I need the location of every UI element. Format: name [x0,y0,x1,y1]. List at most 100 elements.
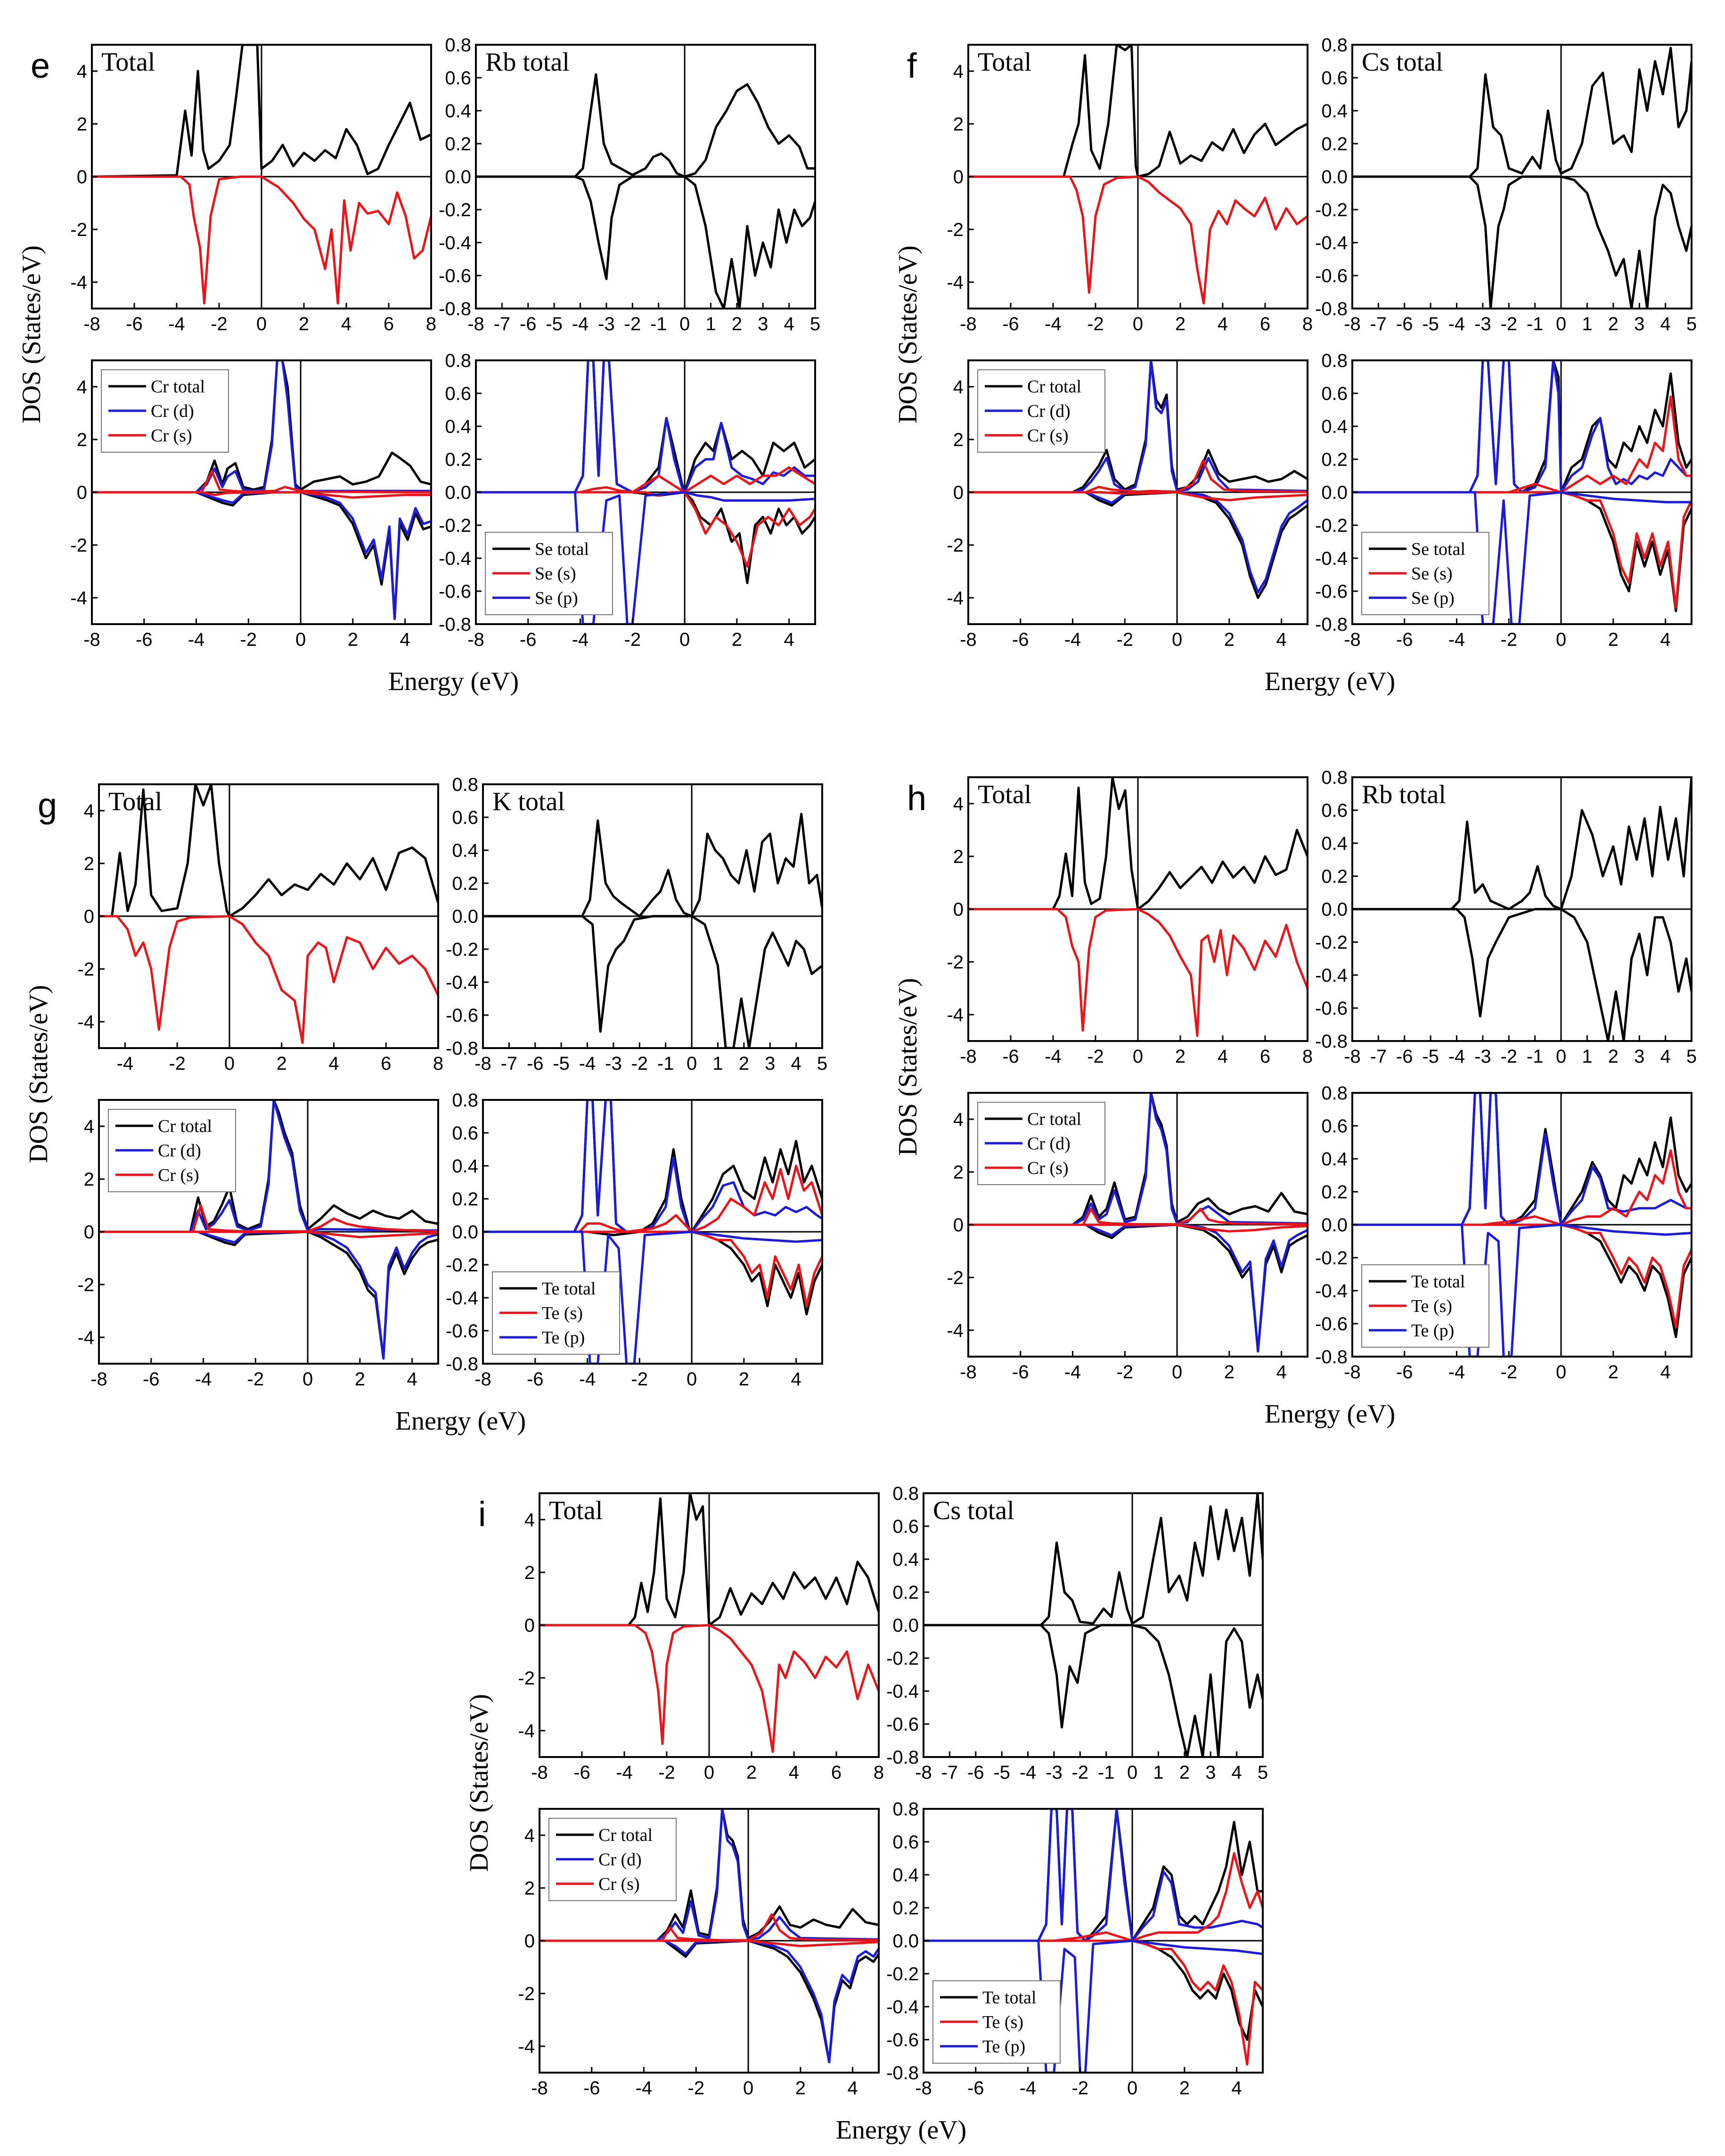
y-tick-label: 0.6 [445,68,471,89]
y-tick-label: -0.2 [439,200,471,220]
x-tick-label: 4 [791,1053,801,1074]
subplot-e-0: -4 -2 0 2 4 -8 -6 -4 -2 0 2 4 6 8 Total [70,44,436,334]
legend-entry: Se total [535,539,589,559]
series-line-cs-total-down [1352,175,1692,309]
y-tick-label: -4 [77,1012,94,1033]
x-tick-label: -5 [1422,1046,1439,1067]
x-tick-label: -8 [915,2078,932,2099]
y-tick-label: 0.0 [445,167,471,187]
y-tick-label: 0.2 [892,1898,919,1919]
subplot-i-0: -4 -2 0 2 4 -8 -6 -4 -2 0 2 4 6 8 Total [518,1492,884,1783]
x-tick-label: -2 [624,314,641,334]
series-line-cr-total-up [99,1100,438,1233]
series-line-se-s-up [1352,395,1692,494]
x-tick-label: -8 [467,314,484,334]
x-tick-label: -3 [1046,1762,1063,1783]
x-tick-label: 2 [1608,1046,1619,1067]
y-tick-label: 0.6 [1321,383,1348,404]
x-tick-label: -6 [583,2078,600,2099]
y-tick-label: 0.2 [1321,449,1348,470]
x-tick-label: 8 [433,1053,443,1074]
series-group [924,1493,1263,1757]
y-tick-label: -0.2 [886,1964,919,1985]
x-tick-label: 2 [299,314,309,334]
panel-label-h: h [907,779,926,818]
y-tick-label: 2 [953,1162,964,1183]
y-tick-label: -0.6 [439,266,471,286]
series-line-total-down [92,175,431,305]
legend-entry: Cr (s) [1027,1158,1069,1178]
x-tick-label: -2 [1087,1046,1104,1067]
series-group [968,777,1308,1037]
series-line-cr-s-down [92,491,431,499]
y-tick-label: -4 [70,272,87,293]
x-tick-label: 0 [1172,1362,1182,1383]
y-tick-label: -4 [77,1327,94,1348]
series-group [924,1809,1263,2073]
y-tick-label: 0.4 [892,1865,919,1886]
x-tick-label: -6 [1002,1046,1019,1067]
legend-entry: Cr (d) [598,1850,642,1870]
y-tick-label: 0.8 [1321,767,1348,788]
series-line-cr-d-up [99,1100,438,1233]
x-tick-label: -4 [1064,1362,1081,1383]
x-tick-label: 4 [328,1053,339,1074]
x-tick-label: 4 [1218,1046,1228,1067]
y-tick-label: 0.4 [452,1156,478,1177]
y-tick-label: -2 [518,1668,535,1689]
y-tick-label: -4 [518,1721,535,1741]
x-tick-label: -7 [1370,314,1387,334]
legend-entry: Cr (s) [158,1165,199,1185]
x-tick-label: -8 [90,1369,107,1390]
y-tick-label: -0.2 [886,1648,919,1669]
y-tick-label: 2 [524,1562,535,1583]
y-tick-label: 0.6 [892,1516,919,1537]
legend-entry: Se total [1411,539,1465,559]
x-tick-label: -8 [1344,629,1361,650]
y-tick-label: 0 [524,1615,535,1636]
y-axis-label: DOS (States/eV) [893,245,923,423]
y-tick-label: -0.2 [439,515,471,536]
series-line-cr-d-down [968,1223,1308,1353]
subplot-h-3: -0.8 -0.6 -0.4 -0.2 0.0 0.2 0.4 0.6 0.8 -8 -6 -4 -2 0… [1315,1083,1692,1383]
y-tick-label: 4 [77,61,87,82]
series-line-k-total-up [483,813,822,918]
y-tick-label: 0.4 [892,1549,919,1570]
y-tick-label: 0.4 [1321,416,1348,437]
x-tick-label: -6 [967,1762,984,1783]
subplot-title: Total [108,787,162,816]
x-tick-label: -2 [1501,1046,1518,1067]
y-tick-label: -2 [947,220,964,240]
series-line-cr-s-down [99,1230,438,1238]
legend-entry: Te (s) [1411,1296,1452,1316]
series-group [968,360,1308,599]
series-line-te-p-down [483,1230,822,1364]
legend-entry: Cr (d) [158,1141,201,1161]
series-line-cr-d-down [540,1939,879,2064]
legend: Cr total Cr (d) Cr (s) [548,1818,677,1901]
series-line-te-s-up [924,1852,1263,1942]
x-tick-label: 0 [1556,314,1566,334]
y-tick-label: 4 [953,794,964,814]
y-tick-label: 0.8 [452,774,478,795]
x-tick-label: -6 [527,1369,544,1390]
x-tick-label: -6 [1396,314,1413,334]
x-tick-label: -2 [1072,2078,1089,2099]
series-line-te-p-down [1352,1223,1692,1357]
legend-entry: Se (s) [535,564,576,584]
y-tick-label: 0.8 [445,350,471,371]
y-tick-label: 0.6 [1321,800,1348,821]
y-tick-label: -2 [947,1268,964,1288]
y-tick-label: 0 [524,1931,535,1952]
y-tick-label: 0.8 [892,1799,919,1820]
y-tick-label: -0.4 [886,1681,919,1702]
subplot-h-2: -4 -2 0 2 4 -8 -6 -4 -2 0 2 4 Cr total Cr (d) Cr (s) [947,1092,1308,1383]
y-tick-label: -4 [518,2036,535,2057]
y-tick-label: 4 [84,801,94,822]
y-tick-label: -0.2 [1315,200,1348,220]
y-tick-label: 0.6 [892,1832,919,1853]
series-line-rb-total-down [476,175,815,309]
x-tick-label: -8 [915,1762,932,1783]
